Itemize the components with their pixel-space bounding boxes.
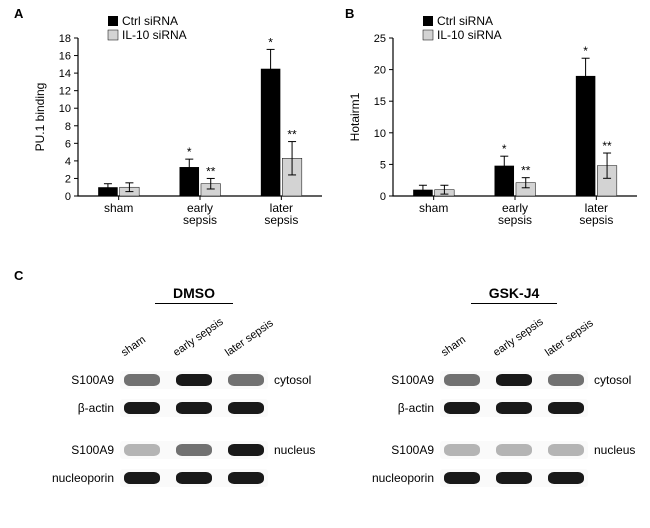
panel-label-a: A (14, 6, 23, 21)
svg-text:5: 5 (380, 159, 386, 171)
svg-text:PU.1 binding: PU.1 binding (33, 83, 47, 152)
band (176, 402, 212, 414)
localization-label: nucleus (594, 443, 635, 457)
svg-text:**: ** (602, 139, 612, 153)
svg-text:sham: sham (419, 201, 448, 215)
svg-text:0: 0 (380, 191, 386, 203)
treatment-label: GSK-J4 (440, 285, 588, 304)
band (124, 472, 160, 484)
band (548, 402, 584, 414)
svg-text:*: * (187, 145, 192, 159)
svg-text:*: * (502, 142, 507, 156)
band (496, 472, 532, 484)
blot-row: nucleoporin (120, 469, 268, 487)
svg-text:12: 12 (59, 86, 71, 98)
protein-label: nucleoporin (52, 471, 114, 485)
band (176, 374, 212, 386)
panel-c-blots: DMSOshamearly sepsislater sepsisGSK-J4sh… (30, 285, 620, 520)
band (496, 444, 532, 456)
svg-text:8: 8 (65, 121, 71, 133)
band (176, 444, 212, 456)
protein-label: S100A9 (71, 443, 114, 457)
band (228, 402, 264, 414)
protein-label: S100A9 (391, 373, 434, 387)
svg-text:sepsis: sepsis (579, 213, 613, 227)
band (444, 444, 480, 456)
lane-header: sham (439, 334, 468, 359)
blot-row: S100A9nucleus (440, 441, 588, 459)
svg-text:sepsis: sepsis (498, 213, 532, 227)
protein-label: S100A9 (391, 443, 434, 457)
localization-label: nucleus (274, 443, 315, 457)
band (176, 472, 212, 484)
blot-row: nucleoporin (440, 469, 588, 487)
svg-text:IL-10 siRNA: IL-10 siRNA (437, 28, 502, 42)
band (548, 444, 584, 456)
svg-text:14: 14 (59, 68, 71, 80)
svg-text:Ctrl siRNA: Ctrl siRNA (122, 14, 178, 28)
protein-label: nucleoporin (372, 471, 434, 485)
band (444, 472, 480, 484)
lane-header: early sepsis (491, 316, 545, 359)
chart-a: 0 2 4 6 8 10 12 14 16 18 PU.1 binding Ctrl siRNAIL-… (30, 8, 330, 238)
chart-b: 0 5 10 15 20 25 Hotairm1 Ctrl siRNAIL-10 siRNA s… (345, 8, 645, 238)
band (124, 374, 160, 386)
band (124, 402, 160, 414)
blot-row: S100A9cytosol (440, 371, 588, 389)
band (228, 472, 264, 484)
svg-text:**: ** (206, 164, 216, 178)
svg-text:IL-10 siRNA: IL-10 siRNA (122, 28, 187, 42)
blot-row: β-actin (440, 399, 588, 417)
svg-text:6: 6 (65, 138, 71, 150)
svg-text:15: 15 (374, 96, 386, 108)
panel-label-c: C (14, 268, 23, 283)
lane-header: sham (119, 334, 148, 359)
svg-text:sepsis: sepsis (264, 213, 298, 227)
protein-label: β-actin (398, 401, 434, 415)
band (496, 374, 532, 386)
svg-text:4: 4 (65, 156, 71, 168)
protein-label: β-actin (78, 401, 114, 415)
svg-text:sepsis: sepsis (183, 213, 217, 227)
band (548, 374, 584, 386)
lane-header: later sepsis (543, 317, 595, 359)
svg-text:20: 20 (374, 65, 386, 77)
localization-label: cytosol (274, 373, 311, 387)
svg-text:Ctrl siRNA: Ctrl siRNA (437, 14, 493, 28)
protein-label: S100A9 (71, 373, 114, 387)
treatment-label: DMSO (120, 285, 268, 304)
svg-text:2: 2 (65, 173, 71, 185)
svg-text:0: 0 (65, 191, 71, 203)
svg-text:*: * (583, 44, 588, 58)
svg-text:18: 18 (59, 33, 71, 45)
svg-text:10: 10 (374, 128, 386, 140)
lane-header: early sepsis (171, 316, 225, 359)
svg-text:**: ** (521, 164, 531, 178)
svg-text:sham: sham (104, 201, 133, 215)
band (548, 472, 584, 484)
band (228, 374, 264, 386)
svg-text:10: 10 (59, 103, 71, 115)
band (228, 444, 264, 456)
svg-text:*: * (268, 35, 273, 49)
blot-row: S100A9nucleus (120, 441, 268, 459)
band (444, 402, 480, 414)
svg-text:16: 16 (59, 51, 71, 63)
svg-text:25: 25 (374, 33, 386, 45)
band (124, 444, 160, 456)
svg-text:**: ** (287, 128, 297, 142)
blot-row: S100A9cytosol (120, 371, 268, 389)
band (496, 402, 532, 414)
blot-row: β-actin (120, 399, 268, 417)
svg-text:Hotairm1: Hotairm1 (348, 92, 362, 141)
lane-header: later sepsis (223, 317, 275, 359)
band (444, 374, 480, 386)
localization-label: cytosol (594, 373, 631, 387)
